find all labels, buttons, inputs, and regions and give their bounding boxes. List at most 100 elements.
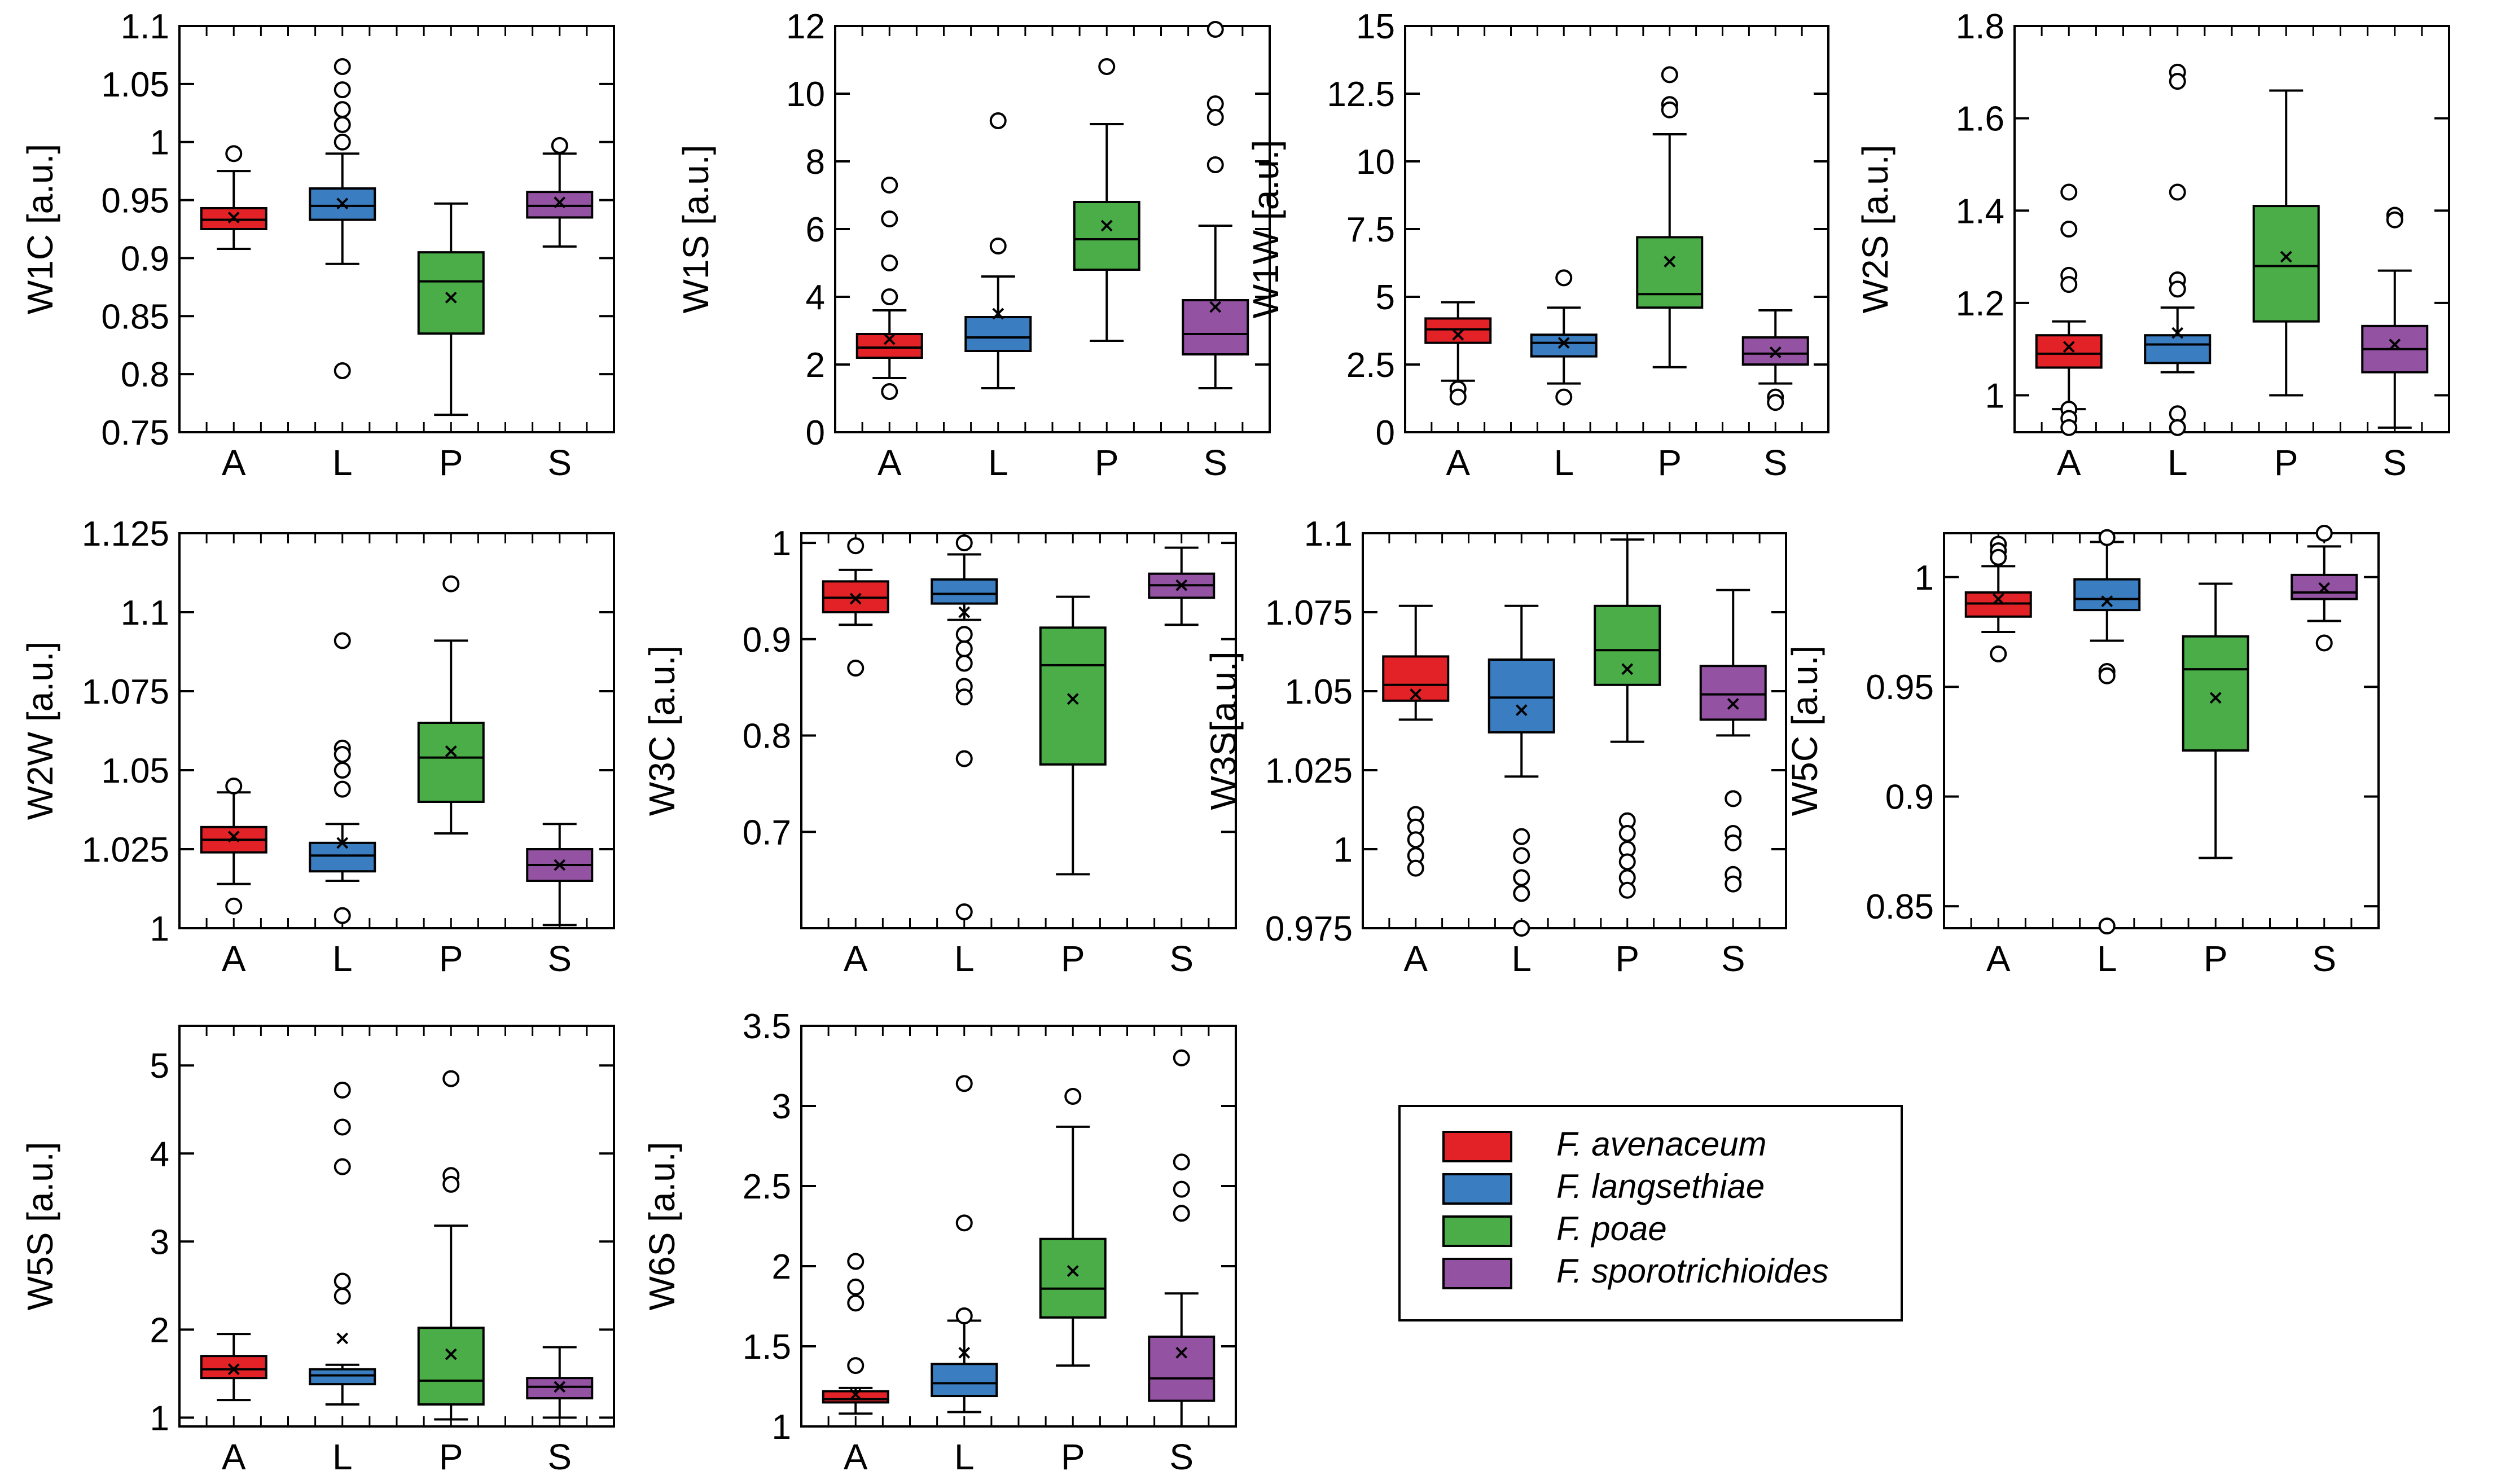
legend-label: F. poae: [1556, 1210, 1667, 1248]
outlier-point: [1555, 269, 1573, 287]
x-tick-label: P: [1095, 442, 1119, 483]
outlier-point: [1449, 388, 1467, 406]
y-tick-label: 12: [786, 7, 825, 46]
box-l: [964, 316, 1032, 352]
mean-stroke: [1209, 301, 1222, 313]
box-a: [1424, 317, 1492, 344]
mean-marker: [554, 196, 566, 209]
outlier-point: [1206, 109, 1224, 126]
legend-item-p: F. poae: [1442, 1210, 1667, 1248]
mean-marker: [227, 831, 240, 843]
box-l: [309, 1368, 376, 1386]
y-tick-label: 0.9: [743, 621, 791, 660]
outlier-point: [2060, 419, 2078, 436]
panel-w5c: 0.85 0.9 0.95 1 W5C [a.u.] A L P S: [1784, 525, 2380, 979]
y-tick-label: 10: [786, 75, 825, 114]
y-tick-label: 1: [1985, 377, 2004, 416]
mean-marker: [1067, 693, 1079, 705]
mean-stroke: [1769, 346, 1782, 358]
box-l: [931, 1363, 998, 1398]
outlier-point: [1407, 859, 1424, 877]
x-tick-label: P: [2274, 442, 2298, 483]
outlier-point: [2169, 73, 2186, 90]
mean-stroke: [2209, 692, 2222, 704]
mean-stroke: [2063, 341, 2075, 353]
outlier-point: [1767, 394, 1784, 411]
outlier-point: [2060, 221, 2078, 238]
mean-marker: [336, 197, 349, 210]
outlier-point: [334, 58, 351, 75]
outlier-point: [1173, 1049, 1190, 1066]
outlier-point: [989, 112, 1007, 129]
panel-w1c: 0.75 0.8 0.85 0.9 0.95 1 1.05 1.1 W1C [a.u.] A L P S: [20, 7, 615, 483]
outlier-point: [1407, 831, 1424, 849]
outlier-point: [955, 1307, 973, 1325]
y-tick-label: 1.05: [101, 65, 169, 104]
mean-stroke: [1557, 337, 1570, 349]
outlier-point: [2169, 405, 2186, 423]
x-tick-label: A: [222, 938, 246, 979]
mean-stroke: [958, 1346, 971, 1359]
box-p: [2182, 635, 2249, 752]
outlier-point: [334, 762, 351, 779]
mean-stroke: [227, 212, 240, 223]
panel-w5s: 1 2 3 4 5 W5S [a.u.] A L P S: [20, 1025, 615, 1477]
x-tick-label: S: [1169, 1437, 1194, 1477]
box-p: [1073, 201, 1140, 271]
outlier-point: [847, 660, 865, 677]
outlier-point: [1990, 548, 2007, 566]
mean-stroke: [227, 831, 240, 843]
plot-frame: [1404, 25, 1829, 433]
x-tick-label: A: [844, 938, 868, 979]
outlier-point: [2315, 634, 2333, 652]
mean-stroke: [1992, 593, 2004, 605]
mean-marker: [1664, 256, 1676, 268]
mean-marker: [554, 1381, 566, 1393]
mean-stroke: [849, 592, 862, 605]
legend-item-l: F. langsethiae: [1442, 1167, 1765, 1205]
mean-marker: [1209, 301, 1222, 313]
box-l: [931, 578, 998, 605]
outlier-point: [847, 1294, 865, 1312]
legend-swatch: [1442, 1215, 1512, 1247]
mean-stroke: [1175, 1346, 1188, 1359]
outlier-point: [1064, 1087, 1082, 1105]
box-s: [1148, 1335, 1216, 1402]
y-axis-label: W3S[a.u.]: [1203, 652, 1244, 810]
outlier-point: [1206, 156, 1224, 173]
x-tick-label: A: [2057, 442, 2081, 483]
outlier-point: [1725, 875, 1742, 893]
box-p: [1594, 604, 1661, 686]
y-tick-label: 0.85: [101, 297, 169, 336]
mean-stroke: [227, 1363, 240, 1375]
outlier-point: [2386, 211, 2403, 229]
x-tick-label: P: [1061, 1437, 1085, 1477]
x-tick-label: A: [1403, 938, 1428, 979]
y-axis-label: W5C [a.u.]: [1784, 646, 1825, 816]
outlier-point: [955, 626, 973, 643]
x-tick-label: L: [988, 442, 1008, 483]
y-tick-label: 2: [806, 346, 825, 385]
outlier-point: [881, 254, 898, 271]
y-tick-label: 1.125: [82, 515, 169, 554]
y-tick-label: 1.1: [121, 7, 169, 46]
mean-stroke: [1067, 1265, 1079, 1277]
legend-item-a: F. avenaceum: [1442, 1125, 1766, 1163]
outlier-point: [2169, 419, 2186, 436]
box-l: [1530, 333, 1598, 358]
mean-stroke: [1621, 663, 1634, 675]
y-tick-label: 2: [772, 1248, 791, 1287]
outlier-point: [955, 640, 973, 657]
y-tick-label: 1: [150, 124, 169, 163]
legend-swatch: [1442, 1131, 1512, 1162]
mean-stroke: [554, 859, 566, 871]
legend-swatch: [1442, 1258, 1512, 1289]
outlier-point: [2098, 667, 2116, 684]
mean-marker: [2389, 339, 2401, 350]
mean-stroke: [1100, 219, 1113, 232]
mean-marker: [445, 291, 457, 304]
y-axis-label: W1C [a.u.]: [20, 144, 60, 314]
y-tick-label: 7.5: [1346, 210, 1395, 249]
x-tick-label: L: [1554, 442, 1574, 483]
mean-stroke: [2101, 595, 2113, 607]
